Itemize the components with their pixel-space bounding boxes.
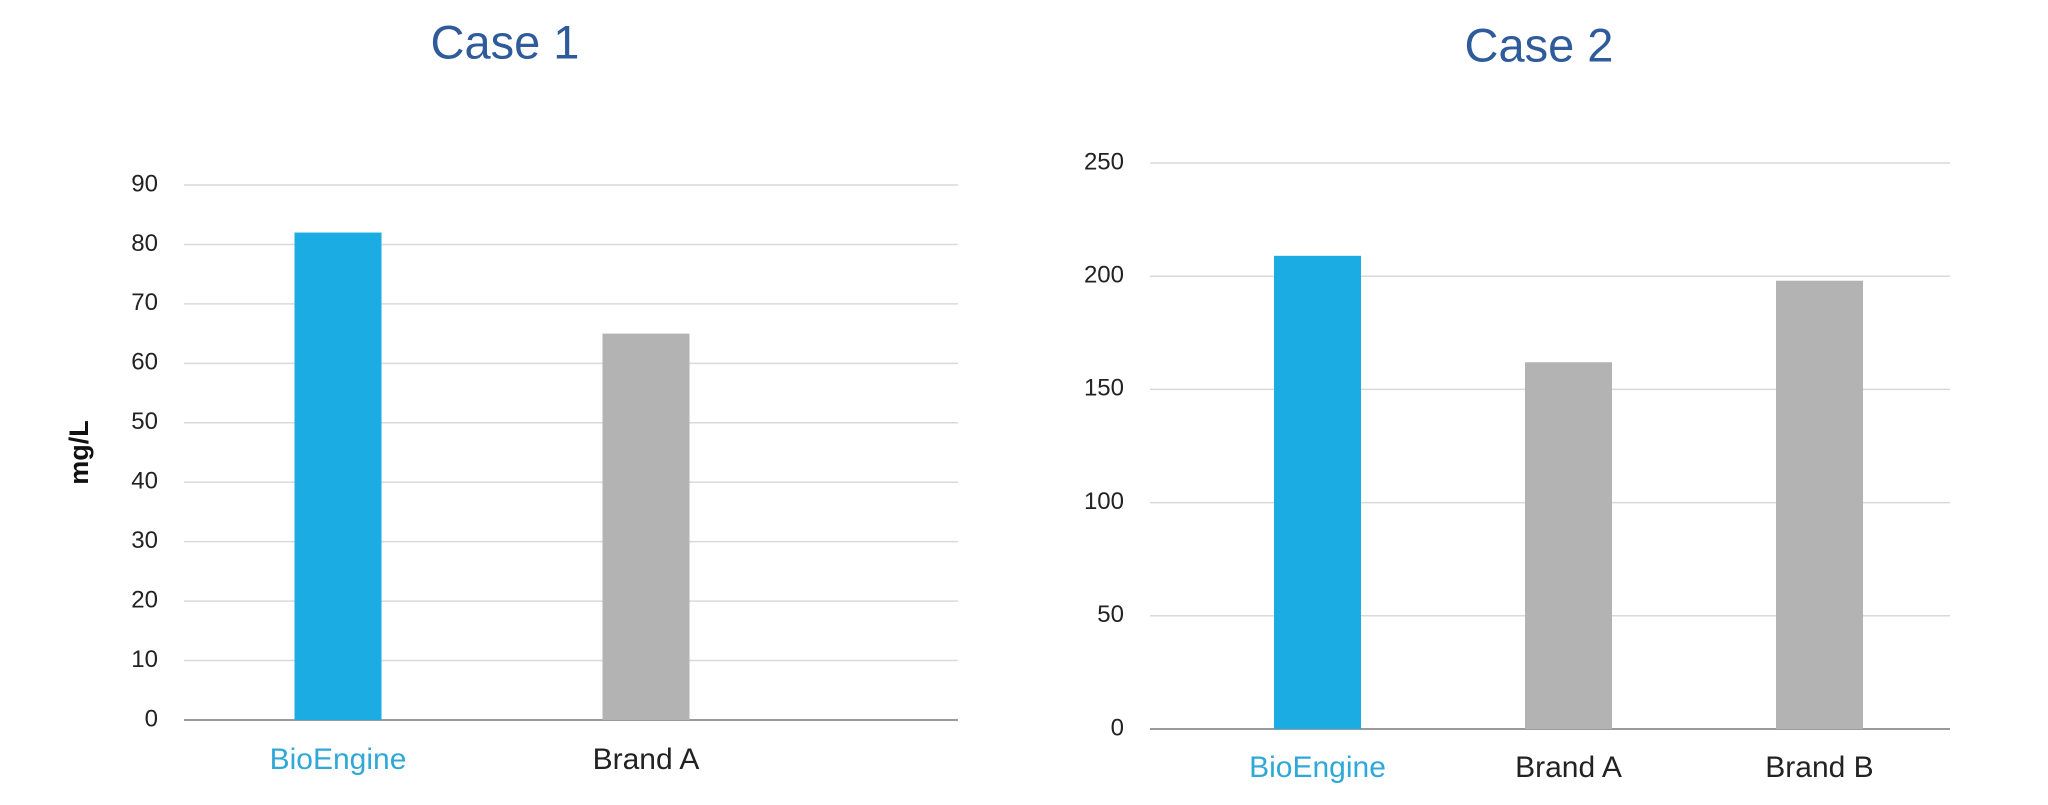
y-tick-label: 200 bbox=[1084, 262, 1124, 289]
bar bbox=[602, 333, 690, 720]
bar bbox=[1525, 362, 1612, 729]
chart-title: Case 2 bbox=[1465, 18, 1614, 71]
y-tick-label: 150 bbox=[1084, 375, 1124, 402]
y-tick-label: 50 bbox=[131, 408, 158, 435]
x-tick-label: BioEngine bbox=[1249, 751, 1386, 784]
x-tick-label: Brand A bbox=[1515, 751, 1622, 784]
y-tick-label: 60 bbox=[131, 349, 158, 376]
y-tick-label: 70 bbox=[131, 289, 158, 316]
y-tick-label: 100 bbox=[1084, 488, 1124, 515]
x-tick-label: BioEngine bbox=[270, 743, 407, 776]
chart-title: Case 1 bbox=[431, 15, 580, 68]
y-axis-label: mg/L bbox=[64, 420, 94, 485]
bar bbox=[1274, 255, 1361, 729]
x-tick-label: Brand B bbox=[1765, 751, 1873, 784]
y-tick-label: 80 bbox=[131, 230, 158, 257]
y-tick-label: 0 bbox=[1111, 714, 1124, 741]
y-tick-label: 40 bbox=[131, 468, 158, 495]
y-tick-label: 20 bbox=[131, 586, 158, 613]
bar bbox=[1776, 280, 1863, 729]
bar bbox=[294, 232, 382, 721]
y-tick-label: 0 bbox=[145, 705, 158, 732]
x-tick-label: Brand A bbox=[593, 743, 700, 776]
y-tick-label: 50 bbox=[1097, 601, 1124, 628]
y-tick-label: 30 bbox=[131, 527, 158, 554]
y-tick-label: 10 bbox=[131, 646, 158, 673]
y-tick-label: 90 bbox=[131, 170, 158, 197]
y-tick-label: 250 bbox=[1084, 148, 1124, 175]
